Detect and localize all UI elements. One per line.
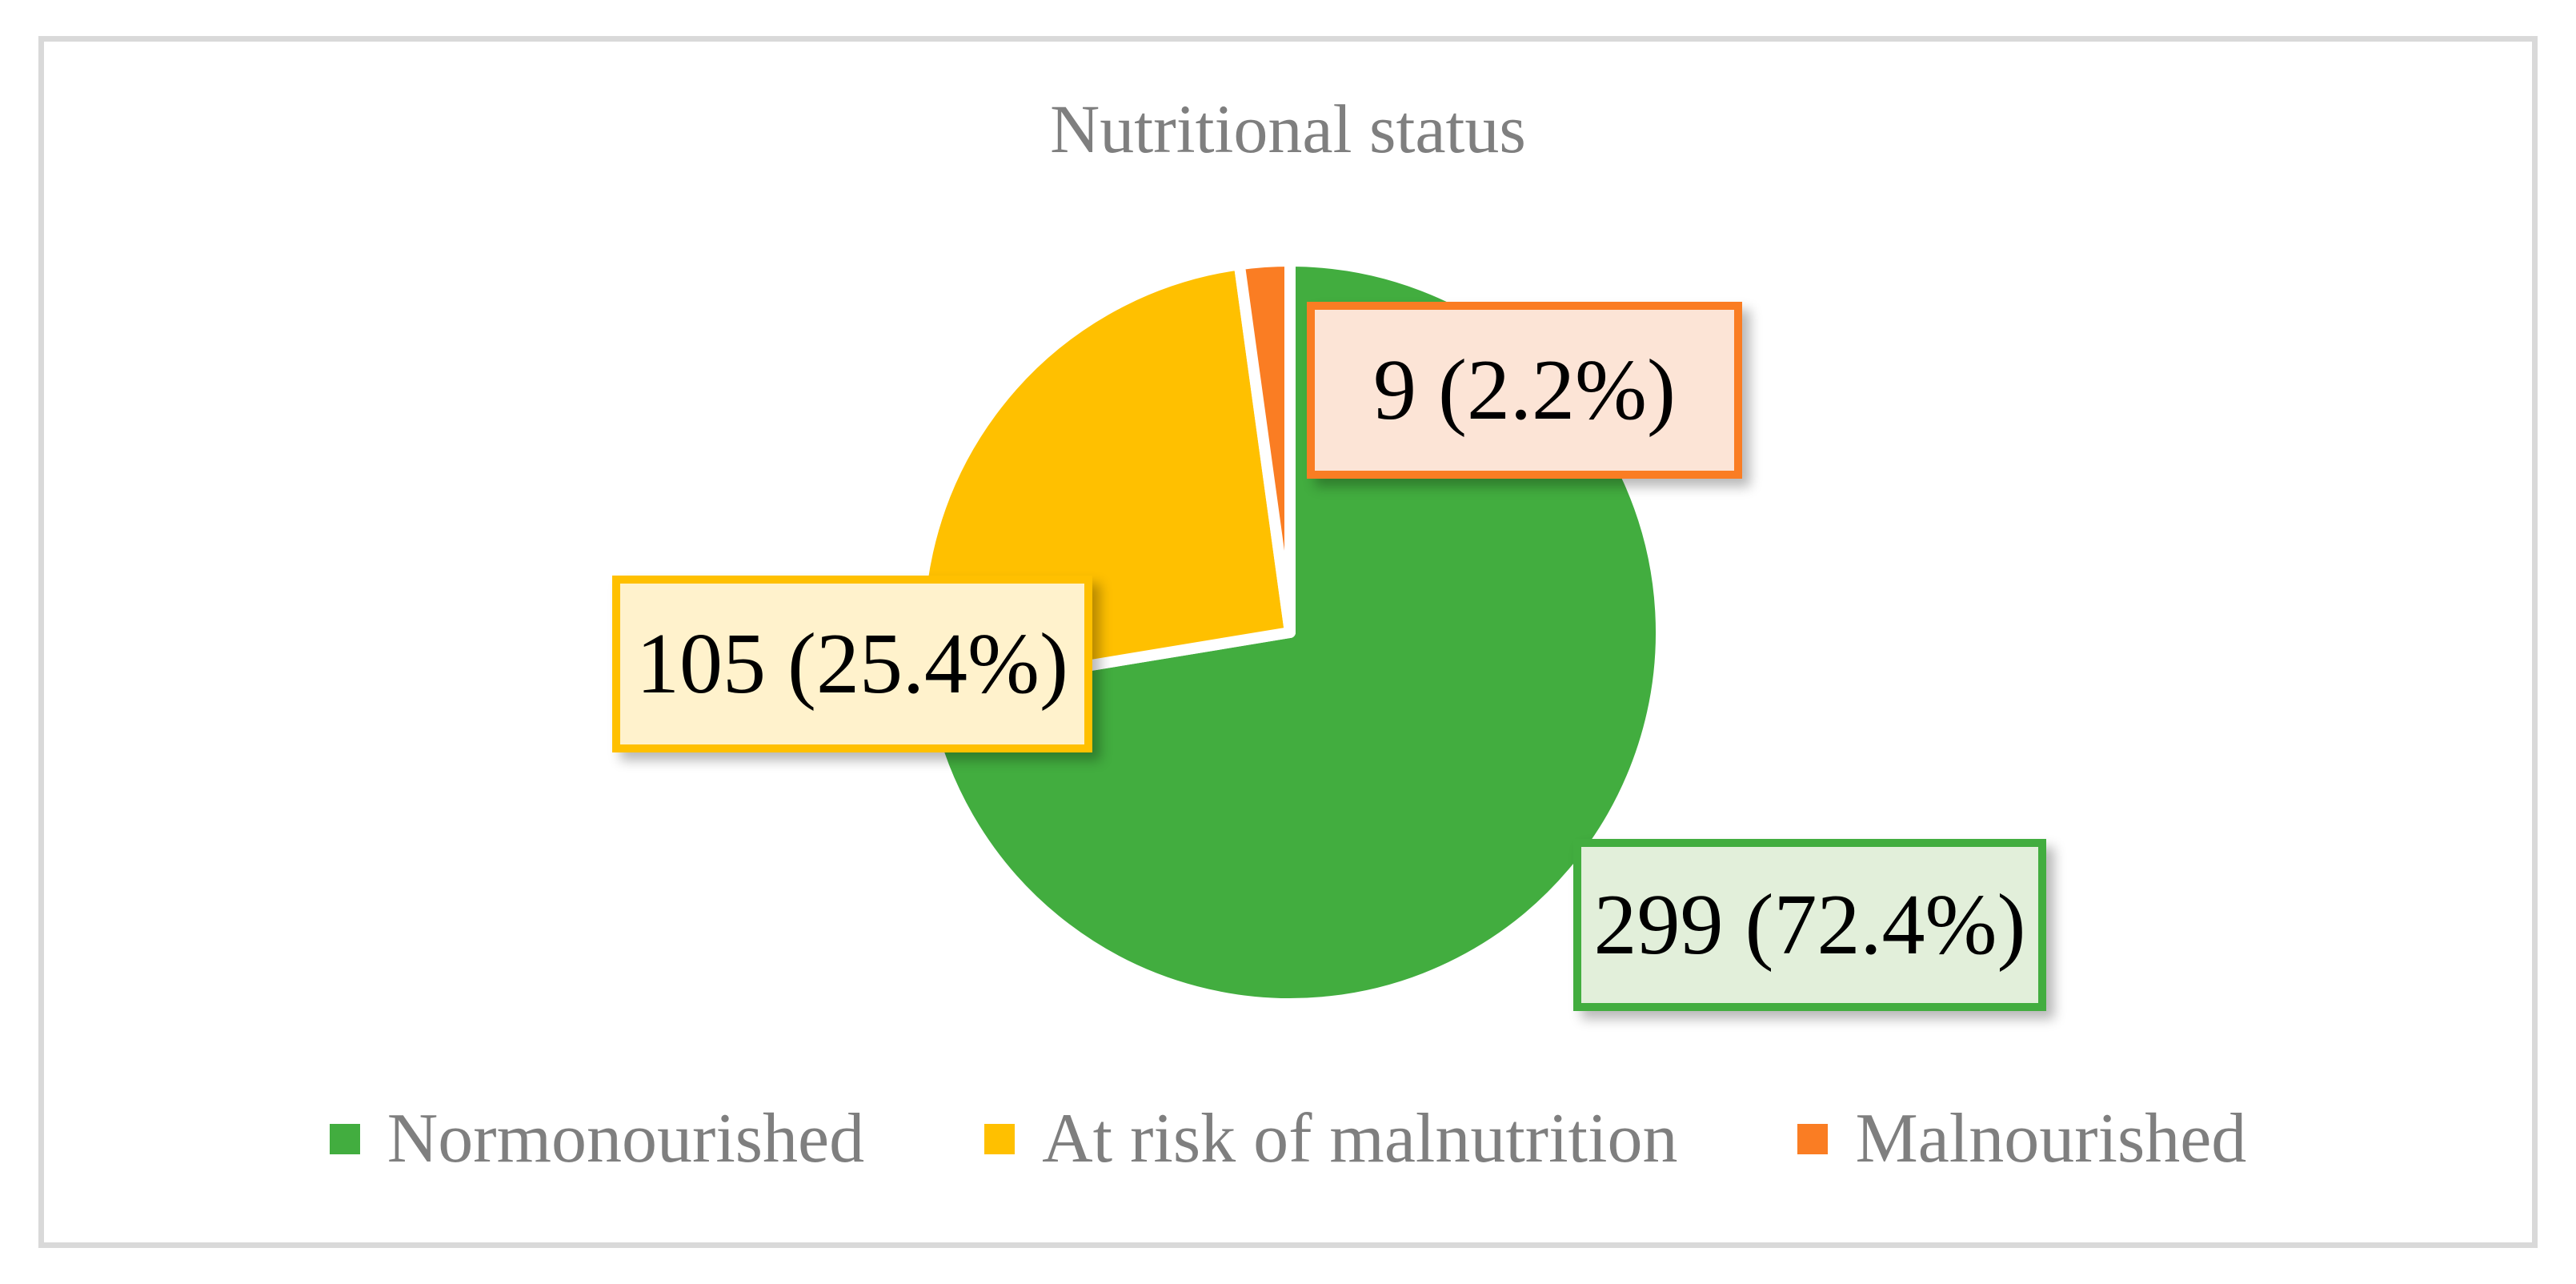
legend-marker-malnourished-icon (1797, 1123, 1829, 1154)
legend-label-at-risk-of-malnutrition: At risk of malnutrition (1042, 1100, 1678, 1178)
legend-label-normonourished: Normonourished (387, 1100, 865, 1178)
legend-item-malnourished: Malnourished (1797, 1097, 2246, 1182)
legend-item-at-risk-of-malnutrition: At risk of malnutrition (984, 1097, 1677, 1182)
data-label-malnourished-text: 9 (2.2%) (1373, 342, 1676, 438)
data-label-at-risk-text: 105 (25.4%) (636, 616, 1068, 712)
data-label-normonourished-text: 299 (72.4%) (1593, 877, 2026, 973)
legend: Normonourished At risk of malnutrition M… (0, 1097, 2576, 1182)
data-label-malnourished: 9 (2.2%) (1307, 302, 1742, 479)
figure-border (38, 36, 2538, 1248)
legend-marker-normonourished-icon (329, 1123, 360, 1154)
chart-title: Nutritional status (1050, 90, 1526, 167)
legend-marker-at-risk-icon (984, 1123, 1016, 1154)
pie-slice-malnourished (1233, 255, 1296, 638)
legend-label-malnourished: Malnourished (1855, 1100, 2247, 1178)
data-label-normonourished: 299 (72.4%) (1573, 839, 2046, 1011)
legend-item-normonourished: Normonourished (329, 1097, 865, 1182)
data-label-at-risk-of-malnutrition: 105 (25.4%) (612, 576, 1092, 752)
